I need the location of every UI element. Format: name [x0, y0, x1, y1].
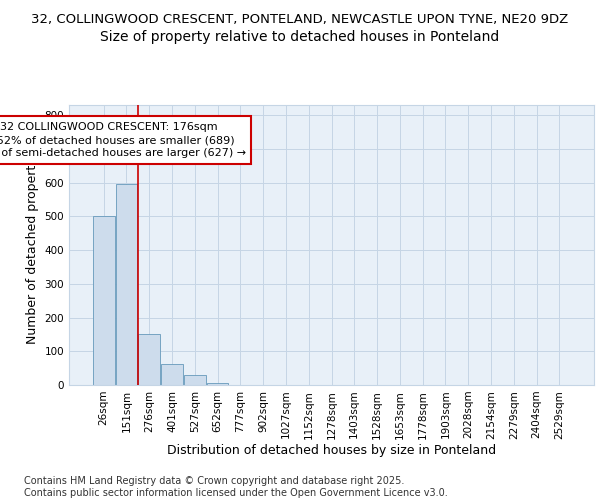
- X-axis label: Distribution of detached houses by size in Ponteland: Distribution of detached houses by size …: [167, 444, 496, 457]
- Bar: [93, 216, 115, 385]
- Y-axis label: Number of detached properties: Number of detached properties: [26, 146, 39, 344]
- Text: Contains HM Land Registry data © Crown copyright and database right 2025.
Contai: Contains HM Land Registry data © Crown c…: [24, 476, 448, 498]
- Bar: [161, 364, 183, 385]
- Bar: [207, 384, 229, 385]
- Bar: [116, 184, 137, 385]
- Text: 32 COLLINGWOOD CRESCENT: 176sqm
← 52% of detached houses are smaller (689)
47% o: 32 COLLINGWOOD CRESCENT: 176sqm ← 52% of…: [0, 122, 246, 158]
- Text: 32, COLLINGWOOD CRESCENT, PONTELAND, NEWCASTLE UPON TYNE, NE20 9DZ: 32, COLLINGWOOD CRESCENT, PONTELAND, NEW…: [31, 12, 569, 26]
- Bar: [139, 334, 160, 385]
- Text: Size of property relative to detached houses in Ponteland: Size of property relative to detached ho…: [100, 30, 500, 44]
- Bar: [184, 375, 206, 385]
